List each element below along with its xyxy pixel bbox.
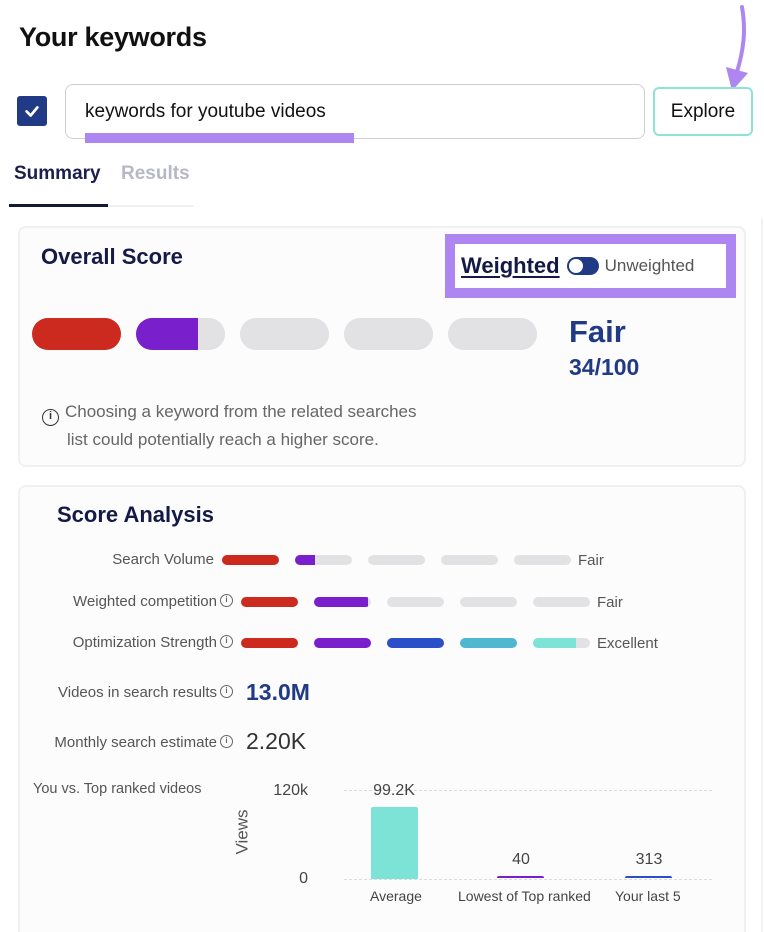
score-note: i Choosing a keyword from the related sea… — [42, 398, 417, 454]
views-bar-chart: 120k 0 Views 99.2K 40 313 Average Lowest… — [20, 487, 748, 932]
score-analysis-title: Score Analysis — [57, 502, 214, 527]
metric-segment — [387, 597, 444, 607]
category-average: Average — [370, 888, 422, 904]
optimization-strength-meter — [241, 638, 606, 648]
metric-segment — [460, 638, 517, 648]
score-rating: Fair — [569, 314, 626, 349]
checkmark-icon — [25, 106, 39, 117]
ytick-max: 120k — [273, 782, 308, 799]
metric-segment — [533, 638, 590, 648]
metric-segment — [314, 638, 371, 648]
metric-label-weighted-competition: Weighted competition i — [73, 593, 233, 610]
score-segment — [448, 318, 537, 350]
overall-score-card: Overall Score Weighted Unweighted Fair 3… — [18, 226, 746, 467]
metric-segment — [441, 555, 498, 565]
metric-segment — [460, 597, 517, 607]
bar-value-lowest: 40 — [512, 851, 530, 868]
metric-segment — [368, 555, 425, 565]
tab-results[interactable]: Results — [121, 163, 190, 184]
weighted-competition-meter — [241, 597, 606, 607]
info-icon[interactable]: i — [220, 735, 233, 748]
search-volume-rating: Fair — [578, 552, 604, 569]
keyword-input[interactable]: keywords for youtube videos — [65, 84, 645, 139]
overall-score-title: Overall Score — [41, 244, 183, 269]
keyword-checkbox[interactable] — [17, 96, 47, 126]
ytick-zero: 0 — [299, 870, 308, 887]
metric-label-search-volume: Search Volume — [112, 551, 214, 568]
tab-summary[interactable]: Summary — [14, 163, 101, 184]
weighted-competition-rating: Fair — [597, 594, 623, 611]
metric-label-optimization-strength: Optimization Strength i — [73, 634, 233, 651]
bar-value-average: 99.2K — [373, 782, 415, 799]
videos-in-results-value: 13.0M — [246, 679, 310, 705]
score-segment — [240, 318, 329, 350]
search-volume-meter — [222, 555, 587, 565]
metric-segment — [533, 597, 590, 607]
category-your-last-5: Your last 5 — [615, 888, 681, 904]
metric-segment — [222, 555, 279, 565]
score-segment — [344, 318, 433, 350]
category-lowest: Lowest of Top ranked — [458, 888, 591, 904]
weighting-toggle-switch[interactable] — [566, 257, 599, 275]
tab-bar: Summary Results — [9, 155, 194, 207]
videos-in-results-label: Videos in search results i — [58, 684, 233, 701]
bar-your-last-5 — [625, 876, 672, 878]
annotation-arrow-icon — [726, 5, 748, 91]
unweighted-option[interactable]: Unweighted — [604, 256, 695, 275]
weighting-toggle-group: Weighted Unweighted — [445, 234, 736, 298]
score-segment — [32, 318, 121, 350]
info-icon[interactable]: i — [220, 594, 233, 607]
panel-divider — [761, 218, 763, 932]
annotation-underline — [85, 133, 354, 143]
bar-lowest-top-ranked — [497, 876, 544, 878]
gridline-max — [344, 790, 712, 791]
chart-label: You vs. Top ranked videos — [33, 781, 202, 797]
overall-score-meter — [32, 318, 552, 350]
metric-segment — [314, 597, 371, 607]
explore-button[interactable]: Explore — [653, 87, 753, 136]
weighted-option[interactable]: Weighted — [461, 253, 560, 278]
keyword-input-value: keywords for youtube videos — [85, 100, 326, 122]
info-icon: i — [42, 409, 59, 426]
gridline-zero — [344, 879, 712, 880]
info-icon[interactable]: i — [220, 635, 233, 648]
score-value: 34/100 — [569, 354, 640, 380]
page-title: Your keywords — [19, 22, 207, 52]
score-analysis-card: Score Analysis Search Volume Fair Weight… — [18, 485, 746, 932]
metric-segment — [387, 638, 444, 648]
metric-segment — [514, 555, 571, 565]
metric-segment — [295, 555, 352, 565]
bar-value-your-last-5: 313 — [635, 851, 663, 868]
score-segment — [136, 318, 225, 350]
y-axis-label: Views — [232, 809, 252, 855]
bar-average — [371, 807, 418, 879]
monthly-search-value: 2.20K — [246, 728, 307, 754]
optimization-strength-rating: Excellent — [597, 635, 658, 652]
metric-segment — [241, 638, 298, 648]
metric-segment — [241, 597, 298, 607]
info-icon[interactable]: i — [220, 685, 233, 698]
active-tab-indicator — [9, 204, 108, 207]
monthly-search-label: Monthly search estimate i — [54, 734, 233, 751]
